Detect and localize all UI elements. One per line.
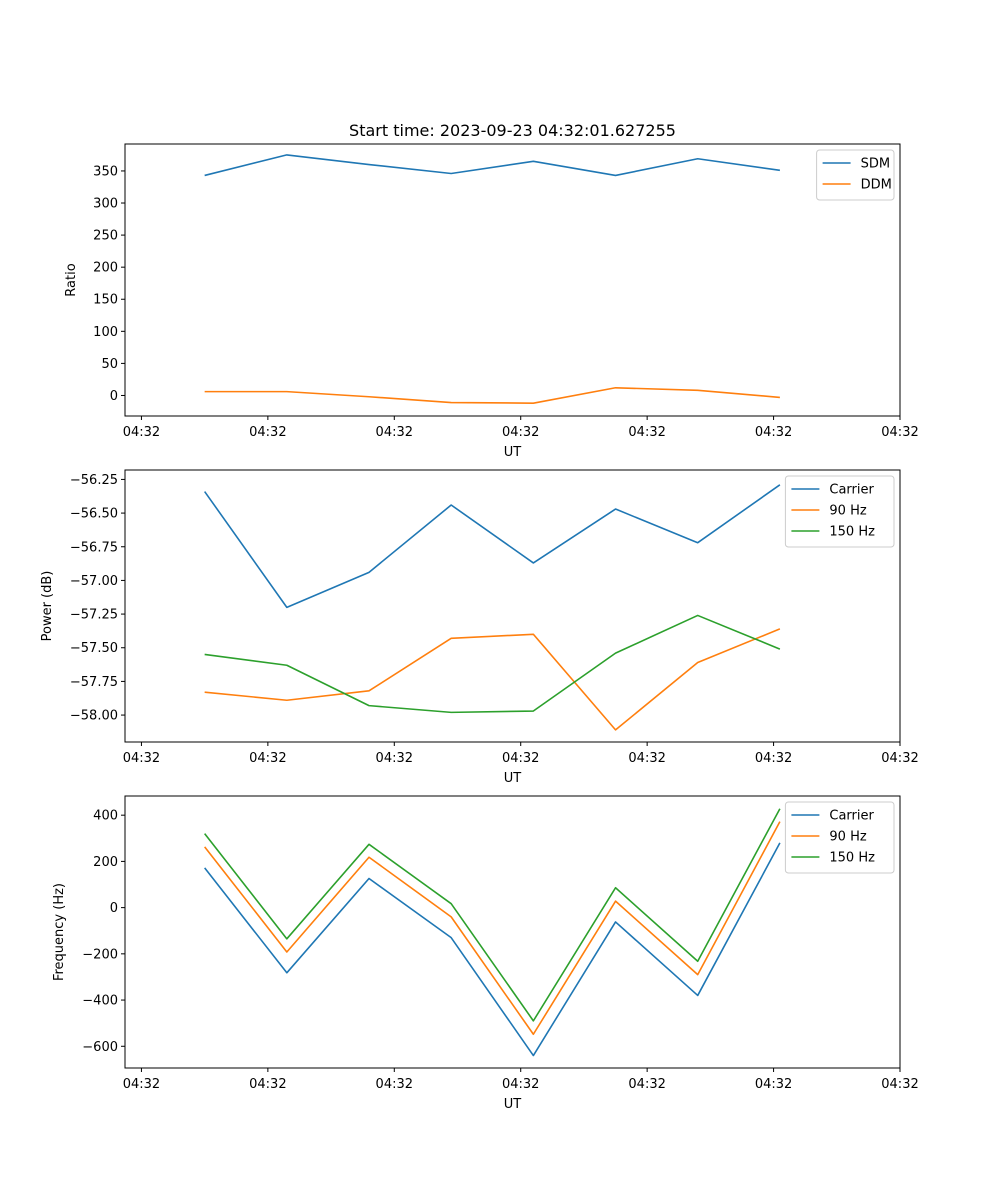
legend-label: Carrier — [829, 483, 874, 498]
y-tick-label: 350 — [93, 164, 118, 179]
x-tick-label: 04:32 — [881, 425, 918, 440]
plot-panel-1: 04:3204:3204:3204:3204:3204:3204:3204:33… — [64, 143, 919, 460]
y-axis-label: Ratio — [64, 263, 79, 296]
y-tick-label: −57.50 — [70, 641, 118, 656]
x-tick-label: 04:32 — [502, 425, 539, 440]
x-tick-label: 04:32 — [628, 751, 665, 766]
series-line-150-hz — [204, 808, 781, 1022]
x-tick-label: 04:32 — [881, 1077, 918, 1092]
x-tick-label: 04:32 — [123, 1077, 160, 1092]
x-tick-label: 04:32 — [376, 751, 413, 766]
y-tick-label: −57.00 — [70, 574, 118, 589]
series-line-150-hz — [204, 614, 781, 714]
legend-label: 90 Hz — [829, 830, 866, 845]
x-tick-label: 04:32 — [123, 425, 160, 440]
series-line-sdm — [204, 154, 781, 177]
x-tick-label: 04:32 — [123, 751, 160, 766]
series-line-90-hz — [204, 628, 781, 731]
x-tick-label: 04:32 — [755, 1077, 792, 1092]
y-tick-label: 0 — [110, 389, 118, 404]
y-tick-label: −57.25 — [70, 608, 118, 623]
y-axis-label: Power (dB) — [40, 571, 55, 642]
x-tick-label: 04:32 — [249, 751, 286, 766]
y-tick-label: −56.25 — [70, 473, 118, 488]
legend-label: 150 Hz — [829, 525, 875, 540]
plot-panel-2: 04:3204:3204:3204:3204:3204:3204:3204:33… — [40, 469, 919, 786]
x-axis-label: UT — [504, 771, 522, 786]
plot-panel-3: 04:3204:3204:3204:3204:3204:3204:3204:33… — [52, 795, 919, 1112]
x-tick-label: 04:32 — [502, 1077, 539, 1092]
y-tick-label: 200 — [93, 261, 118, 276]
legend-box — [784, 475, 895, 548]
legend-label: DDM — [861, 178, 892, 193]
y-tick-label: −400 — [82, 994, 118, 1009]
y-tick-label: −58.00 — [70, 709, 118, 724]
legend-label: Carrier — [829, 809, 874, 824]
y-tick-label: −600 — [82, 1040, 118, 1055]
x-axis-label: UT — [504, 445, 522, 460]
axes-frame — [124, 469, 901, 743]
series-line-carrier — [204, 842, 781, 1057]
y-tick-label: 200 — [93, 855, 118, 870]
y-tick-label: −56.75 — [70, 540, 118, 555]
figure-title: Start time: 2023-09-23 04:32:01.627255 — [349, 121, 676, 140]
y-tick-label: 150 — [93, 293, 118, 308]
x-tick-label: 04:32 — [376, 425, 413, 440]
legend: Carrier 90 Hz 150 Hz — [784, 475, 895, 548]
legend: SDM DDM — [816, 149, 895, 201]
y-tick-label: 400 — [93, 809, 118, 824]
x-tick-label: 04:32 — [502, 751, 539, 766]
series-line-ddm — [204, 386, 780, 404]
x-tick-label: 04:32 — [881, 751, 918, 766]
x-tick-label: 04:32 — [755, 751, 792, 766]
y-tick-label: 50 — [101, 357, 118, 372]
legend-box — [784, 801, 895, 874]
x-tick-label: 04:32 — [249, 425, 286, 440]
axes-frame — [124, 795, 901, 1069]
x-tick-label: 04:32 — [249, 1077, 286, 1092]
x-tick-label: 04:32 — [755, 425, 792, 440]
legend: Carrier 90 Hz 150 Hz — [784, 801, 895, 874]
x-tick-label: 04:32 — [628, 1077, 665, 1092]
legend-label: 90 Hz — [829, 504, 866, 519]
y-tick-label: 300 — [93, 197, 118, 212]
plots-container: 04:3204:3204:3204:3204:3204:3204:3204:33… — [40, 143, 919, 1112]
x-tick-label: 04:32 — [376, 1077, 413, 1092]
y-tick-label: 100 — [93, 325, 118, 340]
y-tick-label: 250 — [93, 229, 118, 244]
y-tick-label: −56.50 — [70, 507, 118, 522]
y-tick-label: −200 — [82, 947, 118, 962]
axes-frame — [124, 143, 901, 417]
x-tick-label: 04:32 — [628, 425, 665, 440]
y-axis-label: Frequency (Hz) — [52, 883, 67, 981]
series-line-90-hz — [204, 821, 781, 1036]
y-tick-label: 0 — [110, 901, 118, 916]
y-tick-label: −57.75 — [70, 675, 118, 690]
series-line-carrier — [203, 484, 781, 609]
legend-label: SDM — [861, 157, 890, 172]
x-axis-label: UT — [504, 1097, 522, 1112]
legend-label: 150 Hz — [829, 851, 875, 866]
